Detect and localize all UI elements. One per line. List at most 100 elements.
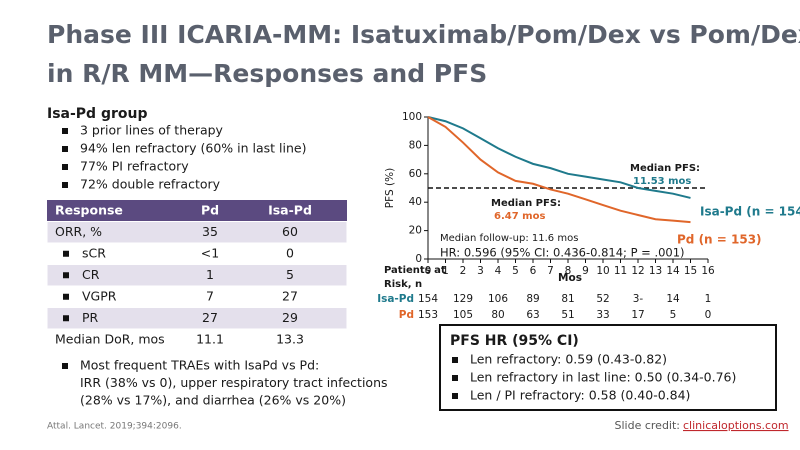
at-risk-name: Isa-Pd <box>377 293 414 305</box>
table-cell: 7 <box>206 288 214 303</box>
at-risk-value: 106 <box>488 293 508 305</box>
bullet <box>452 357 458 363</box>
at-risk-value: 33 <box>596 309 609 321</box>
title-line: Phase III ICARIA-MM: Isatuximab/Pom/Dex … <box>47 20 800 49</box>
at-risk-value: 1 <box>705 293 712 305</box>
x-tick-label: 0 <box>425 265 432 277</box>
table-cell: 1 <box>206 267 214 282</box>
x-tick-label: 14 <box>666 265 680 277</box>
table-cell: 35 <box>202 224 218 239</box>
survival-curve <box>427 116 691 224</box>
at-risk-value: 63 <box>526 309 539 321</box>
table-cell: CR <box>82 267 100 282</box>
y-tick-label: 100 <box>402 111 422 123</box>
table-cell: ORR, % <box>55 224 102 239</box>
at-risk-name: Pd <box>399 309 414 321</box>
table-cell: 27 <box>282 288 298 303</box>
survival-curve <box>427 116 691 199</box>
bullet <box>63 315 69 322</box>
at-risk-value: 14 <box>666 293 680 305</box>
table-cell: 27 <box>202 310 218 325</box>
bullet <box>63 293 69 300</box>
at-risk-value: 17 <box>631 309 644 321</box>
annotation-value: 11.53 mos <box>633 176 691 187</box>
hr-text: HR: 0.596 (95% CI: 0.436-0.814; P = .001… <box>440 246 685 260</box>
x-tick-label: 15 <box>684 265 697 277</box>
bullet <box>62 128 68 134</box>
y-tick-label: 20 <box>409 225 422 237</box>
table-cell: 11.1 <box>196 331 224 346</box>
x-tick-label: 11 <box>614 265 627 277</box>
x-tick-label: 13 <box>649 265 662 277</box>
hr-bullet: Len refractory: 0.59 (0.43-0.82) <box>470 352 667 367</box>
y-tick-label: 0 <box>415 253 422 265</box>
table-cell: <1 <box>201 245 219 260</box>
credit-link[interactable]: clinicaloptions.com <box>683 419 789 432</box>
title-line: in R/R MM—Responses and PFS <box>47 59 487 88</box>
x-tick-label: 1 <box>442 265 449 277</box>
citation: Attal. Lancet. 2019;394:2096. <box>47 422 182 432</box>
bullet <box>62 164 68 170</box>
bullet-text: 77% PI refractory <box>80 159 189 174</box>
x-tick-label: 12 <box>631 265 644 277</box>
trae-text: (28% vs 17%), and diarrhea (26% vs 20%) <box>80 393 346 408</box>
at-risk-value: 81 <box>561 293 574 305</box>
at-risk-value: 89 <box>526 293 539 305</box>
at-risk-label: Risk, n <box>384 279 422 290</box>
x-tick-label: 16 <box>701 265 715 277</box>
x-tick-label: 9 <box>582 265 589 277</box>
table-cell: 13.3 <box>276 331 304 346</box>
followup: Median follow-up: 11.6 mos <box>440 233 578 244</box>
table-cell: 60 <box>282 224 298 239</box>
bullet <box>62 182 68 188</box>
bullet-text: 3 prior lines of therapy <box>80 123 224 138</box>
y-tick-label: 60 <box>409 168 422 180</box>
table-cell: Median DoR, mos <box>55 331 165 346</box>
hr-bullet: Len / PI refractory: 0.58 (0.40-0.84) <box>470 388 690 403</box>
bullet-text: 72% double refractory <box>80 177 221 192</box>
table-cell: PR <box>82 310 99 325</box>
hr-box <box>439 324 777 411</box>
at-risk-value: 80 <box>491 309 504 321</box>
hr-box-title: PFS HR (95% CI) <box>450 333 579 349</box>
legend-label: Pd (n = 153) <box>677 233 762 247</box>
x-tick-label: 4 <box>495 265 502 277</box>
x-tick-label: 8 <box>565 265 572 277</box>
x-tick-label: 2 <box>460 265 467 277</box>
table-row <box>46 328 348 351</box>
at-risk-value: 3- <box>633 293 644 305</box>
at-risk-value: 153 <box>418 309 438 321</box>
credit-label: Slide credit: <box>615 419 681 432</box>
table-header-cell: Response <box>55 202 123 217</box>
table-cell: sCR <box>82 245 106 260</box>
table-header <box>47 200 347 222</box>
x-tick-label: 10 <box>596 265 609 277</box>
x-tick-label: 5 <box>512 265 519 277</box>
at-risk-value: 5 <box>670 309 677 321</box>
at-risk-value: 154 <box>418 293 438 305</box>
y-tick-label: 40 <box>409 196 422 208</box>
annotation-value: 6.47 mos <box>494 211 545 222</box>
bullet <box>62 363 68 369</box>
at-risk-value: 51 <box>561 309 574 321</box>
x-axis-label: Mos <box>558 272 582 284</box>
bullet <box>62 146 68 152</box>
x-tick-label: 7 <box>547 265 554 277</box>
trae-text: Most frequent TRAEs with IsaPd vs Pd: <box>80 358 319 373</box>
at-risk-label: Patients at <box>384 265 446 276</box>
table-cell: 0 <box>286 245 294 260</box>
x-tick-label: 3 <box>477 265 484 277</box>
at-risk-value: 105 <box>453 309 473 321</box>
y-tick-label: 80 <box>409 139 422 151</box>
bullet <box>452 375 458 381</box>
legend-label: Isa-Pd (n = 154) <box>700 205 800 219</box>
table-header-cell: Pd <box>201 202 219 217</box>
bullet <box>63 272 69 279</box>
annotation-label: Median PFS: <box>491 198 561 209</box>
at-risk-value: 52 <box>596 293 609 305</box>
bullet-text: 94% len refractory (60% in last line) <box>80 141 306 156</box>
hr-bullet: Len refractory in last line: 0.50 (0.34-… <box>470 370 736 385</box>
bullet <box>452 393 458 399</box>
